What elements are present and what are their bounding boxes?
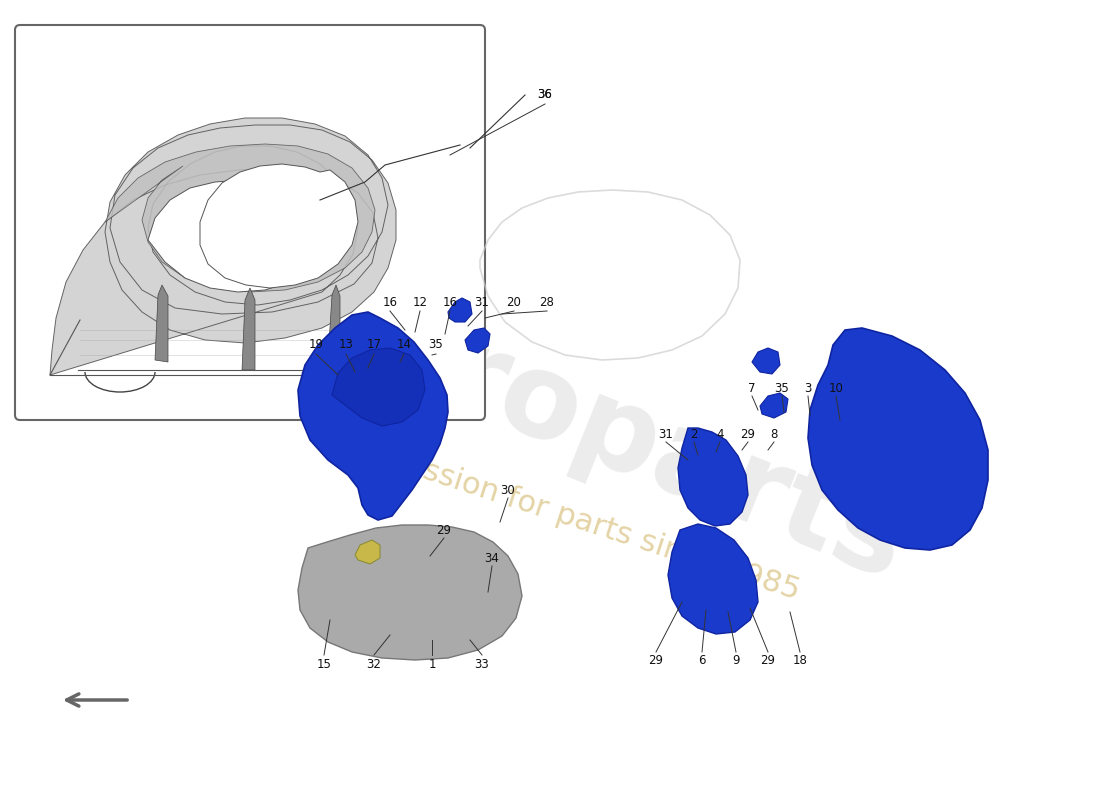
- Polygon shape: [448, 298, 472, 322]
- Polygon shape: [752, 348, 780, 374]
- Text: 19: 19: [308, 338, 323, 351]
- Text: 14: 14: [396, 338, 411, 351]
- FancyBboxPatch shape: [15, 25, 485, 420]
- Text: 35: 35: [429, 338, 443, 351]
- Text: 30: 30: [500, 483, 516, 497]
- Text: 36: 36: [538, 89, 552, 102]
- Text: 36: 36: [538, 89, 552, 102]
- Polygon shape: [328, 285, 340, 362]
- Polygon shape: [355, 540, 380, 564]
- Text: 12: 12: [412, 295, 428, 309]
- Text: 29: 29: [649, 654, 663, 666]
- Polygon shape: [760, 393, 788, 418]
- Polygon shape: [155, 285, 168, 362]
- Text: 33: 33: [474, 658, 490, 670]
- Text: 10: 10: [828, 382, 844, 394]
- Text: 20: 20: [507, 295, 521, 309]
- Text: 28: 28: [540, 295, 554, 309]
- Polygon shape: [668, 524, 758, 634]
- Text: 29: 29: [760, 654, 775, 666]
- Text: 18: 18: [793, 654, 807, 666]
- Text: 2: 2: [691, 427, 697, 441]
- Polygon shape: [808, 328, 988, 550]
- Text: 15: 15: [317, 658, 331, 670]
- Text: 16: 16: [383, 295, 397, 309]
- Polygon shape: [298, 312, 448, 520]
- Polygon shape: [148, 180, 318, 292]
- Polygon shape: [465, 328, 490, 353]
- Text: 32: 32: [366, 658, 382, 670]
- Text: 31: 31: [474, 295, 490, 309]
- Polygon shape: [298, 525, 522, 660]
- Polygon shape: [678, 428, 748, 526]
- Text: 16: 16: [442, 295, 458, 309]
- Polygon shape: [200, 164, 358, 288]
- Text: 29: 29: [740, 427, 756, 441]
- Text: 17: 17: [366, 338, 382, 351]
- Text: 29: 29: [437, 523, 451, 537]
- Polygon shape: [50, 118, 396, 375]
- Text: 7: 7: [748, 382, 756, 394]
- Polygon shape: [242, 288, 255, 370]
- Text: 34: 34: [485, 551, 499, 565]
- Text: 3: 3: [804, 382, 812, 394]
- Text: 1: 1: [428, 658, 436, 670]
- Text: a passion for parts since 1985: a passion for parts since 1985: [356, 435, 804, 605]
- Text: 35: 35: [774, 382, 790, 394]
- Text: 9: 9: [733, 654, 739, 666]
- Text: 8: 8: [770, 427, 778, 441]
- Text: 6: 6: [698, 654, 706, 666]
- Text: europarts: europarts: [276, 254, 924, 606]
- Text: 13: 13: [339, 338, 353, 351]
- Text: 31: 31: [659, 427, 673, 441]
- Polygon shape: [332, 348, 425, 426]
- Text: 4: 4: [716, 427, 724, 441]
- Polygon shape: [104, 144, 375, 292]
